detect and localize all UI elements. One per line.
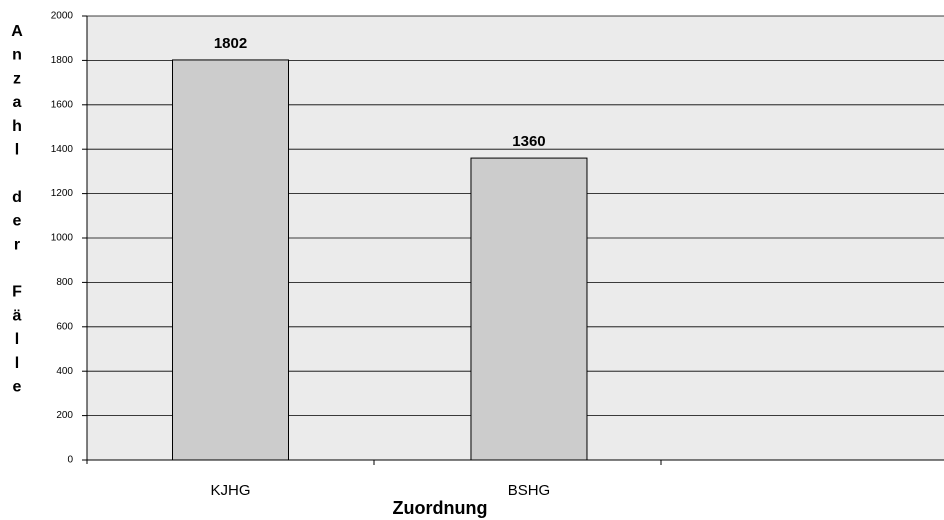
value-label: 1802: [214, 35, 247, 52]
y-tick-label: 600: [56, 321, 73, 332]
y-tick-label: 1800: [51, 55, 74, 66]
y-tick-label: 1000: [51, 233, 74, 244]
x-axis-label: Zuordnung: [393, 498, 488, 518]
bar: [172, 59, 289, 461]
bar: [470, 157, 588, 461]
y-tick-label: 200: [56, 410, 73, 421]
x-tick-label: BSHG: [508, 482, 551, 499]
y-tick-label: 1600: [51, 99, 74, 110]
y-tick-label: 1200: [51, 188, 74, 199]
y-tick-label: 2000: [51, 11, 74, 22]
y-tick-label: 800: [56, 277, 73, 288]
x-tick-label: KJHG: [210, 482, 250, 499]
y-tick-label: 0: [67, 455, 73, 466]
value-label: 1360: [512, 133, 545, 150]
y-tick-label: 400: [56, 366, 73, 377]
y-tick-label: 1400: [51, 144, 74, 155]
